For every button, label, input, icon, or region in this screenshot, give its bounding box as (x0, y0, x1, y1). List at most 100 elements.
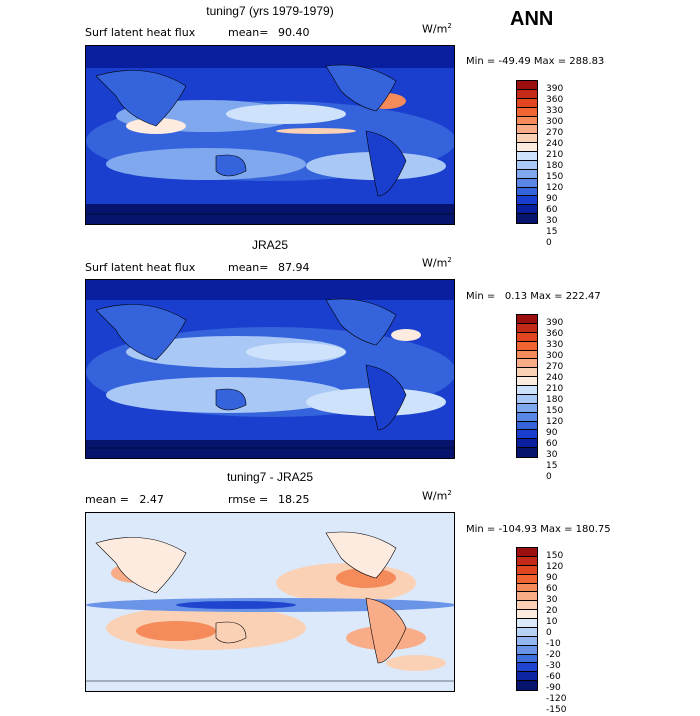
colorbar-level-label: 390 (546, 318, 564, 328)
colorbar-swatch (517, 89, 537, 99)
colorbar-swatch (517, 556, 537, 566)
colorbar-swatch (517, 636, 537, 646)
colorbar-level-label: 180 (546, 161, 564, 171)
colorbar-swatch (517, 574, 537, 584)
panel-3-colorbar-labels: 150 120 90 60 30 20 10 0 -10 -20 -30 -60 -90 -120 -150 (546, 551, 566, 716)
colorbar-level-label: 330 (546, 106, 564, 116)
colorbar-swatch (517, 315, 537, 324)
panel-2-map (85, 279, 455, 459)
panel-3-map-field (86, 513, 454, 691)
colorbar-swatch (517, 672, 537, 682)
panel-3-mean-text: mean = 2.47 (85, 493, 164, 506)
colorbar-level-label: 0 (546, 628, 552, 638)
colorbar-level-label: -30 (546, 661, 561, 671)
panel-1-variable-label: Surf latent heat flux (85, 26, 196, 39)
panel-2-minmax: Min = 0.13 Max = 222.47 (466, 291, 601, 302)
colorbar-level-label: 90 (546, 194, 558, 204)
colorbar-swatch (517, 160, 537, 170)
colorbar-level-label: 150 (546, 551, 564, 561)
panel-1-map-field (86, 46, 454, 224)
colorbar-swatch (517, 412, 537, 422)
panel-1-mean-label: mean= (228, 26, 269, 39)
colorbar-swatch (517, 627, 537, 637)
colorbar-swatch (517, 583, 537, 593)
panel-3-units: W/m2 (422, 489, 452, 503)
colorbar-swatch (517, 601, 537, 611)
colorbar-swatch (517, 323, 537, 333)
colorbar-swatch (517, 448, 537, 457)
colorbar-swatch (517, 350, 537, 360)
colorbar-level-label: -10 (546, 639, 561, 649)
colorbar-swatch (517, 421, 537, 431)
colorbar-level-label: -120 (546, 694, 567, 704)
colorbar-level-label: 360 (546, 95, 564, 105)
colorbar-level-label: 15 (546, 461, 558, 471)
colorbar-swatch (517, 143, 537, 152)
colorbar-swatch (517, 663, 537, 673)
colorbar-level-label: 180 (546, 395, 564, 405)
colorbar-swatch (517, 645, 537, 655)
colorbar-swatch (517, 592, 537, 602)
colorbar-level-label: 240 (546, 139, 564, 149)
colorbar-swatch (517, 619, 537, 628)
panel-2-colorbar (516, 314, 538, 458)
colorbar-swatch (517, 169, 537, 179)
panel-2-variable-label: Surf latent heat flux (85, 261, 196, 274)
colorbar-level-label: 10 (546, 617, 558, 627)
colorbar-swatch (517, 439, 537, 449)
panel-1-colorbar (516, 80, 538, 224)
colorbar-level-label: 30 (546, 450, 558, 460)
colorbar-level-label: 360 (546, 329, 564, 339)
colorbar-level-label: 120 (546, 562, 564, 572)
colorbar-swatch (517, 332, 537, 342)
colorbar-swatch (517, 107, 537, 117)
colorbar-level-label: 390 (546, 84, 564, 94)
colorbar-level-label: 0 (546, 472, 552, 482)
colorbar-level-label: 30 (546, 595, 558, 605)
colorbar-swatch (517, 214, 537, 223)
colorbar-swatch (517, 386, 537, 395)
colorbar-swatch (517, 654, 537, 664)
colorbar-swatch (517, 178, 537, 188)
colorbar-swatch (517, 368, 537, 378)
colorbar-level-label: 330 (546, 340, 564, 350)
colorbar-swatch (517, 81, 537, 90)
panel-1-minmax: Min = -49.49 Max = 288.83 (466, 56, 605, 67)
panel-2-colorbar-labels: 390 360 330 300 270 240 210 180 150 120 90 60 30 15 0 (546, 318, 563, 483)
colorbar-swatch (517, 187, 537, 197)
colorbar-swatch (517, 205, 537, 215)
colorbar-level-label: 90 (546, 573, 558, 583)
colorbar-level-label: 150 (546, 172, 564, 182)
panel-3-rmse-value: 18.25 (278, 493, 310, 506)
season-label: ANN (510, 8, 554, 30)
colorbar-level-label: 210 (546, 150, 564, 160)
colorbar-swatch (517, 565, 537, 575)
panel-3-rmse-label: rmse = (228, 493, 269, 506)
colorbar-level-label: 30 (546, 216, 558, 226)
colorbar-swatch (517, 359, 537, 369)
colorbar-level-label: 60 (546, 439, 558, 449)
colorbar-swatch (517, 196, 537, 206)
panel-1-mean-value: 90.40 (278, 26, 310, 39)
colorbar-level-label: 60 (546, 584, 558, 594)
colorbar-swatch (517, 152, 537, 161)
colorbar-swatch (517, 98, 537, 108)
colorbar-swatch (517, 116, 537, 126)
colorbar-level-label: 300 (546, 351, 564, 361)
colorbar-level-label: 270 (546, 128, 564, 138)
colorbar-level-label: -90 (546, 683, 561, 693)
colorbar-swatch (517, 403, 537, 413)
colorbar-swatch (517, 125, 537, 135)
colorbar-level-label: 210 (546, 384, 564, 394)
colorbar-swatch (517, 610, 537, 619)
colorbar-level-label: 120 (546, 183, 564, 193)
colorbar-swatch (517, 341, 537, 351)
panel-2-units: W/m2 (422, 256, 452, 270)
colorbar-swatch (517, 134, 537, 144)
panel-1-units: W/m2 (422, 22, 452, 36)
colorbar-swatch (517, 377, 537, 386)
panel-2-mean-label: mean= (228, 261, 269, 274)
colorbar-level-label: -20 (546, 650, 561, 660)
panel-3-minmax: Min = -104.93 Max = 180.75 (466, 524, 611, 535)
colorbar-swatch (517, 430, 537, 440)
